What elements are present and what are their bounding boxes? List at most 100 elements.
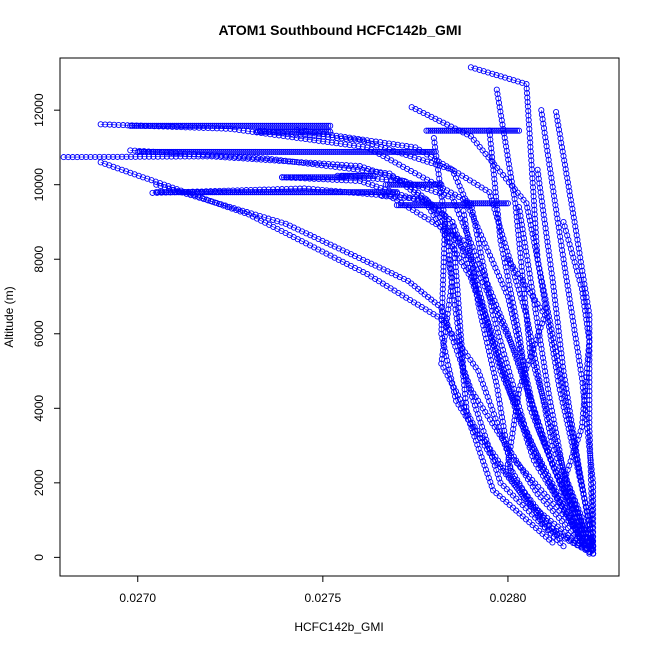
data-point	[278, 148, 285, 155]
data-point	[60, 154, 67, 161]
data-point	[526, 270, 533, 277]
data-point	[478, 253, 485, 261]
data-point	[453, 310, 460, 317]
data-point	[525, 266, 532, 273]
data-point	[408, 181, 415, 188]
data-point	[549, 183, 556, 191]
data-point	[481, 462, 488, 469]
data-point	[492, 320, 499, 327]
data-point	[326, 148, 333, 155]
data-point	[410, 195, 417, 202]
data-point	[379, 189, 386, 196]
data-point	[471, 433, 478, 440]
data-point	[493, 72, 500, 79]
data-point	[396, 194, 403, 201]
data-point	[541, 363, 548, 370]
data-point	[373, 142, 380, 149]
data-point	[402, 193, 409, 200]
data-point	[395, 202, 402, 209]
y-tick-label: 4000	[32, 395, 46, 422]
data-point	[482, 271, 489, 278]
data-point	[520, 286, 527, 293]
data-point	[97, 121, 104, 128]
data-point	[184, 148, 191, 155]
data-point	[482, 331, 489, 338]
data-point	[134, 148, 141, 155]
data-point	[163, 122, 170, 129]
data-point	[523, 85, 530, 92]
data-point	[575, 245, 582, 252]
data-point	[392, 148, 399, 155]
data-point	[455, 295, 462, 302]
data-point	[523, 90, 531, 97]
data-point	[585, 333, 592, 340]
data-point	[436, 190, 443, 197]
data-point	[281, 189, 288, 196]
data-point	[269, 122, 276, 129]
data-point	[530, 188, 537, 195]
data-point	[580, 401, 587, 408]
data-point	[559, 148, 566, 155]
data-point	[587, 450, 594, 457]
data-point	[202, 148, 209, 155]
data-point	[548, 270, 555, 277]
data-point	[303, 174, 310, 181]
data-point	[523, 378, 530, 386]
data-point	[361, 138, 368, 145]
data-point	[398, 181, 405, 188]
data-point	[392, 181, 399, 188]
data-point	[386, 140, 393, 147]
data-point	[557, 451, 564, 458]
data-point	[486, 352, 494, 359]
data-point	[584, 303, 592, 310]
data-point	[127, 147, 134, 154]
data-point	[495, 219, 502, 227]
data-point	[532, 229, 539, 236]
data-point	[580, 299, 587, 306]
data-point	[461, 386, 468, 393]
data-point	[197, 122, 204, 129]
data-point	[491, 127, 498, 134]
data-point	[301, 122, 308, 129]
data-point	[428, 187, 435, 194]
data-point	[340, 172, 347, 179]
data-point	[569, 205, 576, 212]
data-point	[315, 174, 322, 181]
data-point	[509, 127, 517, 134]
data-point	[369, 189, 376, 196]
data-point	[524, 94, 531, 101]
data-point	[493, 193, 500, 200]
data-point	[486, 200, 493, 207]
data-point	[429, 202, 436, 209]
data-point	[552, 359, 559, 366]
data-point	[400, 181, 407, 188]
data-point	[488, 361, 496, 368]
data-point	[571, 259, 578, 266]
data-point	[524, 322, 531, 329]
data-point	[558, 518, 565, 525]
data-point	[477, 249, 484, 256]
data-point	[533, 247, 541, 254]
data-point	[524, 380, 531, 387]
data-point	[186, 148, 193, 155]
data-point	[570, 318, 577, 325]
data-point	[525, 396, 532, 403]
data-point	[350, 135, 358, 142]
data-point	[564, 421, 571, 428]
data-point	[586, 437, 593, 444]
data-point	[561, 372, 568, 379]
data-point	[271, 189, 278, 196]
data-point	[566, 462, 573, 469]
data-point	[441, 211, 448, 218]
data-point	[153, 181, 160, 188]
data-point	[523, 252, 530, 259]
data-point	[586, 312, 593, 319]
data-point	[536, 377, 543, 384]
data-point	[463, 408, 470, 415]
data-point	[528, 283, 535, 290]
data-point	[83, 153, 90, 161]
data-point	[419, 202, 426, 209]
data-point	[525, 261, 532, 268]
data-point	[433, 127, 440, 134]
data-point	[553, 469, 560, 476]
